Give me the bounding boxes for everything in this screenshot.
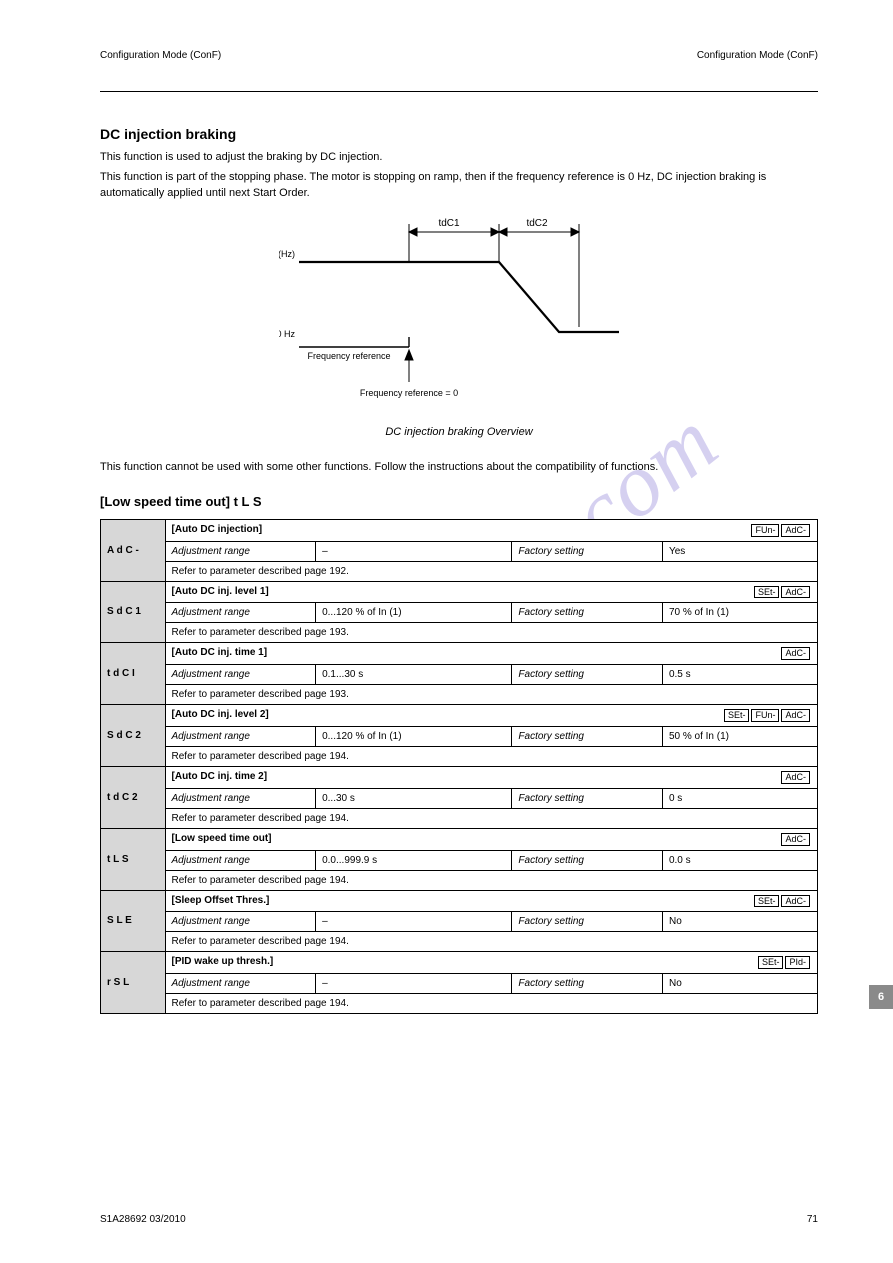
param-cell: – — [316, 912, 512, 932]
param-ref: Refer to parameter described page 194. — [165, 870, 817, 890]
param-name: [Auto DC inj. time 2]AdC- — [165, 766, 817, 788]
code-box: FUn- — [751, 709, 779, 722]
section-title: DC injection braking — [100, 126, 818, 142]
param-code: A d C - — [101, 519, 166, 581]
timing-diagram: tdC1 tdC2 f (Hz) 0 Hz Frequency referenc… — [279, 212, 639, 422]
param-name: [Auto DC inj. level 1]SEt-AdC- — [165, 581, 817, 603]
param-ref: Refer to parameter described page 194. — [165, 994, 817, 1014]
label-tdc1: tdC1 — [438, 218, 460, 229]
param-cell: 0.0 s — [662, 850, 817, 870]
diagram-wrap: tdC1 tdC2 f (Hz) 0 Hz Frequency referenc… — [100, 212, 818, 422]
side-tab: 6 — [869, 985, 893, 1009]
code-box: PId- — [785, 956, 810, 969]
param-cell: Adjustment range — [165, 726, 316, 746]
code-box: AdC- — [781, 709, 810, 722]
param-ref: Refer to parameter described page 192. — [165, 561, 817, 581]
code-box: SEt- — [758, 956, 784, 969]
footer: S1A28692 03/2010 71 — [100, 1214, 818, 1225]
param-cell: 0...30 s — [316, 788, 512, 808]
label-fmax: f (Hz) — [279, 249, 295, 259]
param-code: S d C 1 — [101, 581, 166, 643]
label-tdc2: tdC2 — [526, 218, 548, 229]
code-box: SEt- — [754, 895, 780, 908]
body-text: This function cannot be used with some o… — [100, 460, 818, 476]
code-box: SEt- — [754, 586, 780, 599]
param-cell: Adjustment range — [165, 541, 316, 561]
param-cell: 0.0...999.9 s — [316, 850, 512, 870]
param-ref: Refer to parameter described page 194. — [165, 746, 817, 766]
param-cell: Adjustment range — [165, 974, 316, 994]
breadcrumb: Configuration Mode (ConF) — [100, 50, 221, 61]
param-cell: No — [662, 974, 817, 994]
param-cell: – — [316, 541, 512, 561]
param-cell: Factory setting — [512, 912, 663, 932]
code-box: AdC- — [781, 524, 810, 537]
param-cell: 0.5 s — [662, 665, 817, 685]
doc-id: S1A28692 03/2010 — [100, 1214, 186, 1225]
param-name: [Low speed time out]AdC- — [165, 828, 817, 850]
param-cell: Adjustment range — [165, 850, 316, 870]
param-cell: Factory setting — [512, 541, 663, 561]
body-text: This function is part of the stopping ph… — [100, 170, 818, 202]
param-cell: 0 s — [662, 788, 817, 808]
label-freqref: Frequency reference — [307, 351, 390, 361]
body-text: This function is used to adjust the brak… — [100, 150, 818, 166]
param-cell: 0...120 % of In (1) — [316, 603, 512, 623]
param-cell: Factory setting — [512, 850, 663, 870]
param-code: r S L — [101, 952, 166, 1014]
param-cell: – — [316, 974, 512, 994]
param-cell: 0...120 % of In (1) — [316, 726, 512, 746]
param-cell: Factory setting — [512, 788, 663, 808]
param-code: t d C I — [101, 643, 166, 705]
waveform-line — [299, 262, 619, 332]
header-rule — [100, 91, 818, 92]
param-cell: Adjustment range — [165, 788, 316, 808]
figure-caption: DC injection braking Overview — [100, 426, 818, 438]
param-cell: Factory setting — [512, 603, 663, 623]
param-name: [Auto DC inj. time 1]AdC- — [165, 643, 817, 665]
param-cell: Adjustment range — [165, 665, 316, 685]
code-box: SEt- — [724, 709, 750, 722]
page-number: 71 — [807, 1214, 818, 1225]
code-box: AdC- — [781, 586, 810, 599]
param-ref: Refer to parameter described page 193. — [165, 623, 817, 643]
param-name: [Auto DC inj. level 2]SEt-FUn-AdC- — [165, 705, 817, 727]
param-cell: Adjustment range — [165, 912, 316, 932]
param-code: t L S — [101, 828, 166, 890]
code-box: AdC- — [781, 647, 810, 660]
param-code: S d C 2 — [101, 705, 166, 767]
param-cell: Factory setting — [512, 974, 663, 994]
param-cell: 0.1...30 s — [316, 665, 512, 685]
code-box: FUn- — [751, 524, 779, 537]
label-fmin: 0 Hz — [279, 329, 295, 339]
param-cell: 50 % of In (1) — [662, 726, 817, 746]
code-box: AdC- — [781, 895, 810, 908]
subsection-title: [Low speed time out] t L S — [100, 494, 818, 509]
chapter-title: Configuration Mode (ConF) — [697, 50, 818, 61]
page: manualshive.com Configuration Mode (ConF… — [0, 0, 893, 1263]
code-box: AdC- — [781, 833, 810, 846]
param-ref: Refer to parameter described page 194. — [165, 808, 817, 828]
param-name: [Auto DC injection]FUn-AdC- — [165, 519, 817, 541]
param-cell: Yes — [662, 541, 817, 561]
parameter-table: A d C -[Auto DC injection]FUn-AdC-Adjust… — [100, 519, 818, 1014]
param-ref: Refer to parameter described page 193. — [165, 685, 817, 705]
code-box: AdC- — [781, 771, 810, 784]
content: Configuration Mode (ConF) Configuration … — [100, 50, 818, 1014]
param-code: S L E — [101, 890, 166, 952]
param-cell: Factory setting — [512, 665, 663, 685]
param-cell: Factory setting — [512, 726, 663, 746]
header-row: Configuration Mode (ConF) Configuration … — [100, 50, 818, 61]
param-code: t d C 2 — [101, 766, 166, 828]
param-cell: No — [662, 912, 817, 932]
param-name: [PID wake up thresh.]SEt-PId- — [165, 952, 817, 974]
param-ref: Refer to parameter described page 194. — [165, 932, 817, 952]
param-cell: Adjustment range — [165, 603, 316, 623]
label-freqref0: Frequency reference = 0 — [360, 388, 458, 398]
param-cell: 70 % of In (1) — [662, 603, 817, 623]
param-name: [Sleep Offset Thres.]SEt-AdC- — [165, 890, 817, 912]
